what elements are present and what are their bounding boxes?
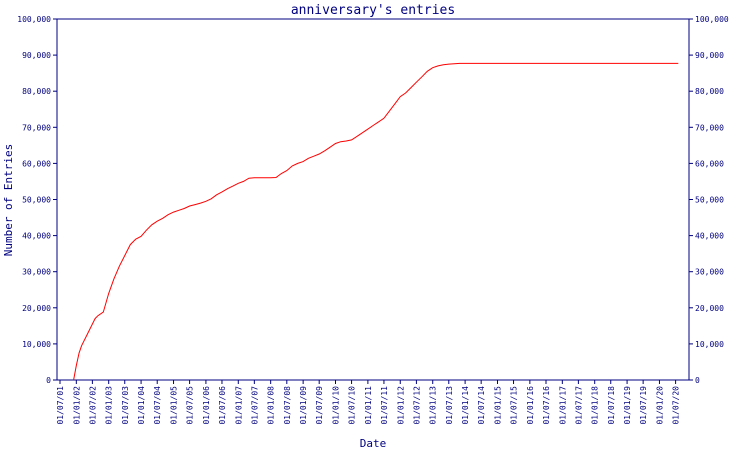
- x-tick-label: 01/07/16: [542, 386, 551, 425]
- x-tick-label: 01/01/02: [72, 386, 81, 425]
- y-tick-label-left: 10,000: [22, 340, 51, 349]
- x-tick-label: 01/01/13: [429, 386, 438, 425]
- y-tick-label-right: 70,000: [695, 123, 724, 132]
- y-tick-label-left: 90,000: [22, 51, 51, 60]
- y-tick-label-left: 80,000: [22, 87, 51, 96]
- x-tick-label: 01/01/11: [364, 386, 373, 425]
- x-tick-label: 01/07/17: [574, 386, 583, 425]
- y-tick-label-right: 20,000: [695, 304, 724, 313]
- x-tick-label: 01/07/05: [186, 386, 195, 425]
- x-tick-label: 01/01/05: [170, 386, 179, 425]
- x-tick-label: 01/07/11: [380, 386, 389, 425]
- x-tick-label: 01/07/01: [56, 386, 65, 425]
- x-tick-label: 01/07/07: [250, 386, 259, 425]
- x-tick-label: 01/01/17: [558, 386, 567, 425]
- x-tick-label: 01/07/03: [121, 386, 130, 425]
- x-tick-label: 01/01/10: [332, 386, 341, 425]
- x-tick-label: 01/01/07: [234, 386, 243, 425]
- x-tick-label: 01/07/20: [672, 386, 681, 425]
- x-tick-label: 01/07/02: [88, 386, 97, 425]
- x-tick-label: 01/07/08: [283, 386, 292, 425]
- y-tick-label-right: 10,000: [695, 340, 724, 349]
- y-axis-label: Number of Entries: [2, 144, 15, 257]
- y-tick-label-right: 50,000: [695, 196, 724, 205]
- x-tick-label: 01/07/14: [477, 386, 486, 425]
- y-tick-label-right: 100,000: [695, 15, 729, 24]
- y-tick-label-left: 100,000: [17, 15, 51, 24]
- y-tick-label-right: 30,000: [695, 268, 724, 277]
- x-tick-label: 01/01/16: [526, 386, 535, 425]
- x-tick-label: 01/01/20: [655, 386, 664, 425]
- x-axis-label: Date: [360, 437, 387, 450]
- y-tick-label-left: 70,000: [22, 123, 51, 132]
- series-layer: [73, 62, 679, 381]
- x-tick-label: 01/01/09: [299, 386, 308, 425]
- x-tick-label: 01/01/03: [105, 386, 114, 425]
- x-tick-label: 01/07/12: [412, 386, 421, 425]
- x-tick-label: 01/01/04: [137, 386, 146, 425]
- x-tick-label: 01/01/14: [461, 386, 470, 425]
- y-tick-label-right: 40,000: [695, 232, 724, 241]
- y-tick-label-left: 20,000: [22, 304, 51, 313]
- x-tick-label: 01/01/19: [623, 386, 632, 425]
- y-tick-label-right: 80,000: [695, 87, 724, 96]
- y-tick-label-right: 90,000: [695, 51, 724, 60]
- x-tick-label: 01/01/08: [267, 386, 276, 425]
- y-tick-label-right: 0: [695, 376, 700, 385]
- ticks: 0 0 10,000 10,000 20,000 20,000 30,000 30,000 40…: [17, 15, 729, 425]
- chart-title: anniversary's entries: [291, 3, 455, 18]
- x-tick-label: 01/01/18: [591, 386, 600, 425]
- y-tick-label-left: 0: [46, 376, 51, 385]
- x-tick-label: 01/07/04: [153, 386, 162, 425]
- x-tick-label: 01/01/06: [202, 386, 211, 425]
- x-tick-label: 01/01/15: [493, 386, 502, 425]
- y-tick-label-right: 60,000: [695, 159, 724, 168]
- x-tick-label: 01/07/09: [315, 386, 324, 425]
- axes: [56, 18, 690, 381]
- y-tick-label-left: 50,000: [22, 196, 51, 205]
- y-tick-label-left: 30,000: [22, 268, 51, 277]
- y-tick-label-left: 40,000: [22, 232, 51, 241]
- x-tick-label: 01/07/15: [510, 386, 519, 425]
- y-tick-label-left: 60,000: [22, 159, 51, 168]
- plot-frame: [56, 18, 690, 381]
- x-tick-label: 01/07/19: [639, 386, 648, 425]
- x-tick-label: 01/07/18: [607, 386, 616, 425]
- x-tick-label: 01/07/13: [445, 386, 454, 425]
- x-tick-label: 01/07/10: [348, 386, 357, 425]
- series-line: [73, 62, 679, 381]
- x-tick-label: 01/07/06: [218, 386, 227, 425]
- x-tick-label: 01/01/12: [396, 386, 405, 425]
